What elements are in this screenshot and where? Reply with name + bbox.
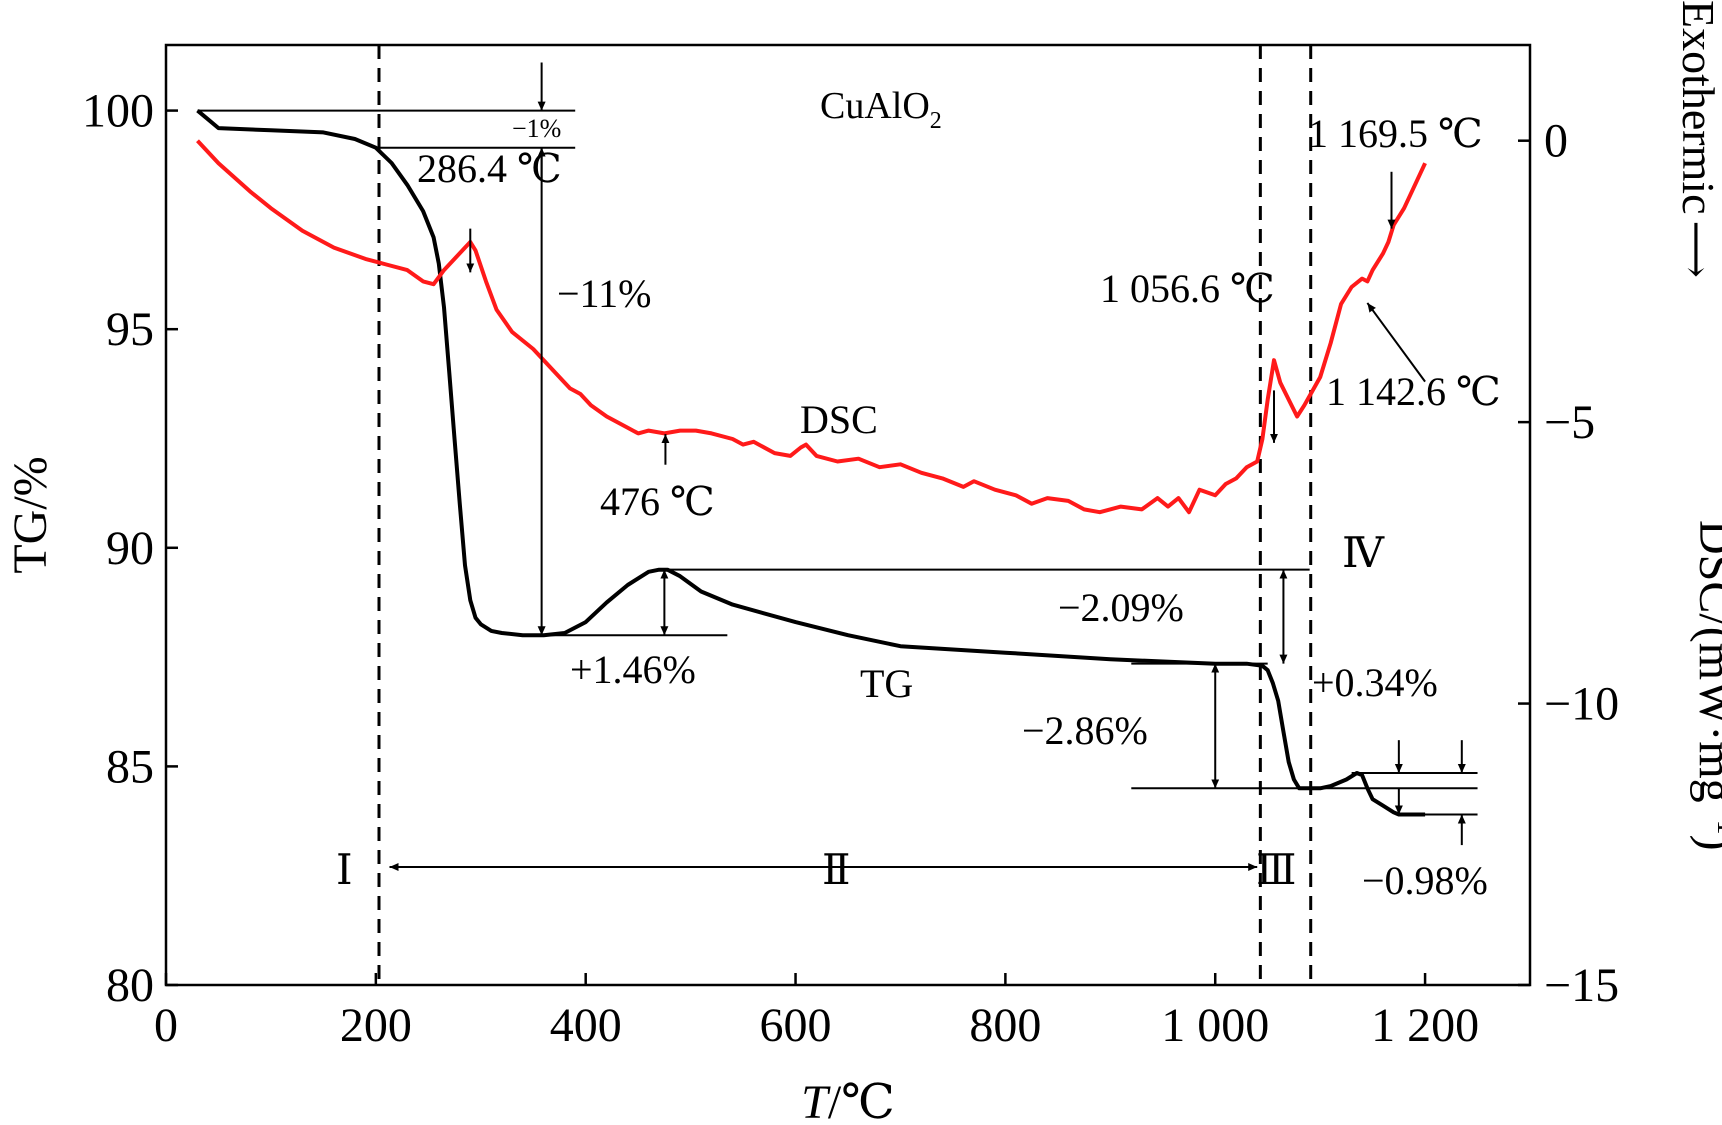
x-tick-label: 200	[340, 999, 412, 1052]
y-left-tick-label: 95	[106, 303, 154, 356]
y-right-tick-label: 0	[1544, 115, 1568, 168]
stage-label-4: Ⅳ	[1342, 531, 1385, 577]
y-axis-label-right: DSC/(mW·mg−1)	[1689, 520, 1722, 851]
chart-title: CuAlO2	[820, 85, 942, 134]
stage-label-2: Ⅱ	[822, 848, 851, 894]
annot-minus-098: −0.98%	[1362, 858, 1488, 903]
dsc-series-label: DSC	[800, 397, 878, 442]
annot-minus-209: −2.09%	[1058, 585, 1184, 630]
tg-curve	[196, 109, 1426, 817]
x-tick-label: 1 200	[1371, 999, 1479, 1052]
annot-476: 476 ℃	[600, 479, 715, 524]
x-tick-label: 800	[969, 999, 1041, 1052]
annot-1056: 1 056.6 ℃	[1100, 266, 1275, 311]
annot-minus-11: −11%	[557, 271, 651, 316]
x-tick-label: 400	[550, 999, 622, 1052]
stage-label-1: Ⅰ	[336, 848, 353, 894]
dsc-curve	[196, 139, 1427, 515]
arrow-1142	[1366, 302, 1426, 383]
y-left-tick-label: 80	[106, 959, 154, 1012]
y-axis-label-left: TG/%	[4, 456, 57, 573]
exothermic-label: Exothermic⟶	[1673, 0, 1722, 278]
x-tick-label: 0	[154, 999, 178, 1052]
x-tick-label: 600	[760, 999, 832, 1052]
annot-1169: 1 169.5 ℃	[1308, 111, 1483, 156]
annot-1142: 1 142.6 ℃	[1326, 369, 1501, 414]
y-left-tick-label: 90	[106, 522, 154, 575]
x-tick-label: 1 000	[1161, 999, 1269, 1052]
region-dividers	[377, 45, 1313, 985]
annot-minus-1: −1%	[512, 114, 561, 143]
annotation-lines	[197, 62, 1478, 871]
y-right-tick-label: −15	[1544, 959, 1619, 1012]
y-right-tick-label: −10	[1544, 678, 1619, 731]
tg-series-label: TG	[860, 661, 913, 706]
y-left-tick-label: 100	[82, 85, 154, 138]
annot-minus-286: −2.86%	[1022, 708, 1148, 753]
plot-frame	[164, 43, 1532, 987]
stage-label-3: Ⅲ	[1256, 848, 1297, 894]
y-right-tick-label: −5	[1544, 396, 1595, 449]
annot-plus-146: +1.46%	[570, 647, 696, 692]
annot-286: 286.4 ℃	[417, 146, 562, 191]
axis-ticks: 0 200 400 600 800 1 000 1 200 80 85 90 95 100 −15 −10…	[82, 85, 1619, 1052]
y-left-tick-label: 85	[106, 740, 154, 793]
x-axis-label: T/℃	[801, 1076, 895, 1125]
series-group	[196, 109, 1427, 817]
annot-plus-034: +0.34%	[1312, 660, 1438, 705]
